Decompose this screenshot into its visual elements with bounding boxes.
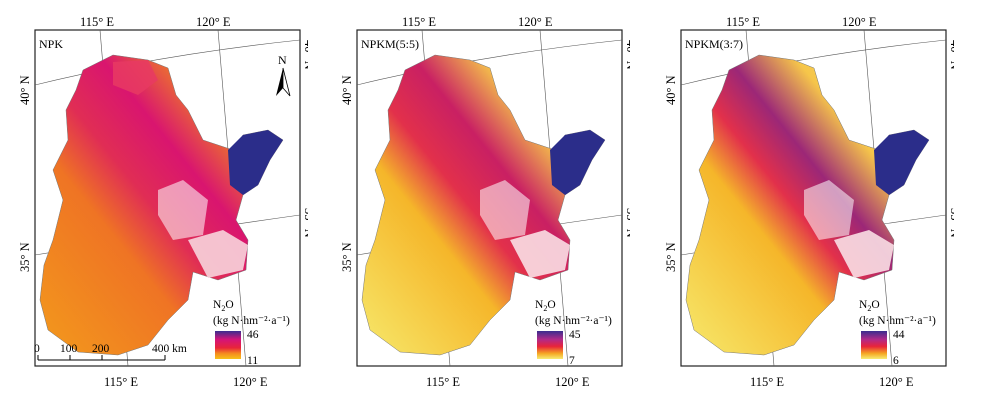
lat-40-left: 40° N <box>340 75 354 105</box>
map-frame <box>680 29 947 367</box>
lon-120-bottom: 120° E <box>555 375 590 389</box>
panel-label: NPKM(5:5) <box>361 37 419 51</box>
legend-title: N2O <box>535 299 556 313</box>
lat-35-left: 35° N <box>664 242 678 272</box>
north-arrow-icon: N <box>276 53 291 97</box>
map-frame <box>34 29 301 367</box>
region-north <box>113 60 158 95</box>
legend-max: 44 <box>893 329 905 341</box>
region-blank <box>804 180 854 240</box>
region-peninsula <box>228 130 283 195</box>
lon-120-top: 120° E <box>196 15 231 29</box>
scale-bar: 0 100 200 400 km <box>34 343 187 361</box>
lon-115-top: 115° E <box>402 15 436 29</box>
legend-max: 45 <box>569 329 581 341</box>
legend-colorbar <box>861 331 887 359</box>
scale-tick-100: 100 <box>60 343 78 355</box>
legend-title: N2O <box>859 299 880 313</box>
region-southeast <box>834 230 894 278</box>
map-svg-npkm55: 115° E 120° E 115° E 120° E 40° N 35° N … <box>340 15 638 389</box>
region-peninsula <box>874 130 929 195</box>
map-panel-npk: 115° E 120° E 115° E 120° E 40° N 35° N … <box>8 0 316 404</box>
legend-min: 7 <box>569 355 575 367</box>
region-southeast <box>188 230 248 278</box>
map-frame <box>356 29 623 367</box>
lat-35-left: 35° N <box>18 242 32 272</box>
map-panel-npkm37: 115° E 120° E 115° E 120° E 40° N 35° N … <box>654 0 962 404</box>
legend-max: 46 <box>247 329 259 341</box>
panel-label: NPK <box>39 37 63 51</box>
lat-35-right: 35° N <box>948 208 954 238</box>
lat-40-right: 40° N <box>624 40 630 70</box>
region-blank <box>158 180 208 240</box>
lon-115-bottom: 115° E <box>426 375 460 389</box>
lon-120-bottom: 120° E <box>233 375 268 389</box>
lon-115-top: 115° E <box>80 15 114 29</box>
legend-min: 6 <box>893 355 899 367</box>
region-peninsula <box>550 130 605 195</box>
scale-tick-0: 0 <box>34 343 40 355</box>
map-panel-npkm55: 115° E 120° E 115° E 120° E 40° N 35° N … <box>330 0 638 404</box>
lat-35-right: 35° N <box>624 208 630 238</box>
legend-colorbar <box>215 331 241 359</box>
lon-120-top: 120° E <box>842 15 877 29</box>
lon-120-bottom: 120° E <box>879 375 914 389</box>
legend-unit: (kg N·hm⁻²·a⁻¹) <box>213 315 290 327</box>
lat-40-right: 40° N <box>948 40 954 70</box>
legend-min: 11 <box>247 355 258 367</box>
legend-unit: (kg N·hm⁻²·a⁻¹) <box>535 315 612 327</box>
lon-115-top: 115° E <box>726 15 760 29</box>
region-blank <box>480 180 530 240</box>
scale-tick-400: 400 km <box>152 343 187 355</box>
lon-115-bottom: 115° E <box>104 375 138 389</box>
lat-35-right: 35° N <box>302 208 308 238</box>
lat-40-right: 40° N <box>302 40 308 70</box>
lon-120-top: 120° E <box>518 15 553 29</box>
lon-115-bottom: 115° E <box>750 375 784 389</box>
lat-35-left: 35° N <box>340 242 354 272</box>
scale-tick-200: 200 <box>92 343 110 355</box>
legend-title: N2O <box>213 299 234 313</box>
lat-40-left: 40° N <box>18 75 32 105</box>
map-svg-npkm37: 115° E 120° E 115° E 120° E 40° N 35° N … <box>664 15 962 389</box>
svg-text:N: N <box>278 53 287 67</box>
lat-40-left: 40° N <box>664 75 678 105</box>
panel-label: NPKM(3:7) <box>685 37 743 51</box>
legend-unit: (kg N·hm⁻²·a⁻¹) <box>859 315 936 327</box>
region-southeast <box>510 230 570 278</box>
map-svg-npk: 115° E 120° E 115° E 120° E 40° N 35° N … <box>18 15 316 389</box>
legend-colorbar <box>537 331 563 359</box>
